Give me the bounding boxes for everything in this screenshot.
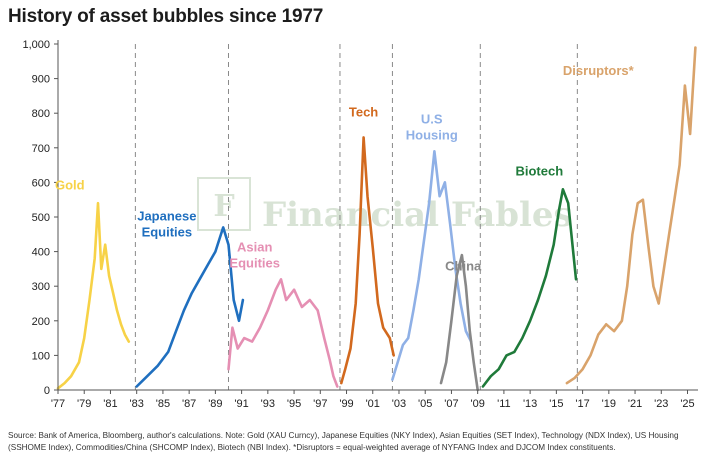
series-line-japanese-equities (135, 226, 245, 388)
axes: 0 100 200 300 400 500 600 700 800 900 1,000 '77 '79 '… (22, 39, 698, 410)
x-tick-label: '11 (497, 398, 511, 410)
series-line-china (439, 253, 480, 392)
y-tick-label: 600 (32, 177, 50, 189)
series-label-u-s-housing: U.S Housing (406, 112, 458, 143)
x-tick-label: '99 (339, 398, 353, 410)
series-lines (56, 46, 697, 392)
x-tick-label: '15 (549, 398, 563, 410)
series-line-biotech (481, 188, 578, 388)
series-label-japanese-equities: Japanese Equities (137, 208, 196, 239)
y-tick-label: 900 (32, 74, 50, 86)
x-tick-label: '83 (130, 398, 144, 410)
bubble-line-chart: F Financial Fables 0 100 200 300 400 500 600 70… (22, 39, 698, 410)
y-tick-label: 100 (32, 350, 50, 362)
y-tick-label: 500 (32, 212, 50, 224)
y-tick-label: 700 (32, 143, 50, 155)
chart-title: History of asset bubbles since 1977 (8, 6, 324, 27)
series-label-gold: Gold (55, 177, 85, 192)
svg-text:F: F (213, 189, 234, 224)
series-label-tech: Tech (349, 105, 378, 120)
x-tick-label: '05 (418, 398, 432, 410)
watermark-text: Financial Fables (262, 195, 573, 235)
x-tick-label: '13 (523, 398, 537, 410)
x-tick-label: '79 (77, 398, 91, 410)
series-line-asian-equities (227, 277, 339, 388)
series-labels: Gold Japanese Equities Asian Equities Tech U.S… (55, 63, 635, 273)
y-tick-label: 400 (32, 247, 50, 259)
x-tick-label: '21 (628, 398, 642, 410)
y-tick-label: 800 (32, 108, 50, 120)
watermark-logo: F (197, 177, 251, 231)
x-tick-label: '93 (261, 398, 275, 410)
series-line-u-s-housing (391, 150, 473, 381)
x-tick-label: '95 (287, 398, 301, 410)
y-tick-label: 1,000 (22, 39, 50, 51)
watermark: F Financial Fables (197, 177, 573, 235)
x-tick-label: '81 (103, 398, 117, 410)
y-tick-label: 200 (32, 316, 50, 328)
series-line-gold (56, 201, 131, 390)
x-tick-label: '23 (654, 398, 668, 410)
series-line-tech (339, 136, 396, 385)
series-label-biotech: Biotech (515, 163, 563, 178)
x-tick-label: '77 (51, 398, 65, 410)
x-tick-label: '09 (471, 398, 485, 410)
x-tick-label: '91 (234, 398, 248, 410)
y-tick-label: 0 (44, 385, 50, 397)
era-dividers (134, 44, 578, 390)
series-line-disruptors (565, 46, 697, 385)
x-tick-label: '17 (575, 398, 589, 410)
x-tick-label: '07 (444, 398, 458, 410)
x-tick-label: '25 (680, 398, 694, 410)
x-tick-label: '87 (182, 398, 196, 410)
series-label-asian-equities: Asian Equities (229, 240, 280, 271)
series-label-disruptors: Disruptors* (563, 63, 635, 78)
series-label-china: China (445, 259, 482, 274)
y-tick-label: 300 (32, 281, 50, 293)
source-note: Source: Bank of America, Bloomberg, auth… (8, 431, 679, 452)
x-tick-label: '85 (156, 398, 170, 410)
x-tick-label: '97 (313, 398, 327, 410)
x-tick-label: '19 (602, 398, 616, 410)
x-tick-label: '03 (392, 398, 406, 410)
x-tick-label: '01 (366, 398, 380, 410)
x-tick-label: '89 (208, 398, 222, 410)
